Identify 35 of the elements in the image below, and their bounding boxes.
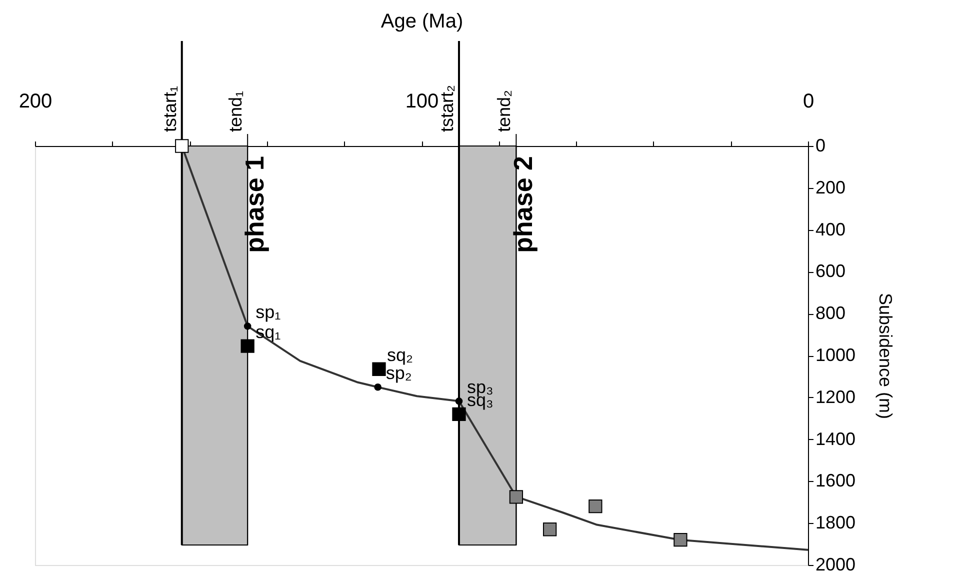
point (244, 322, 252, 330)
y-tick-label: 600 (816, 261, 846, 282)
y-tick-label: 1200 (816, 386, 856, 407)
ref-line-label: tstart₁ (160, 86, 180, 132)
annotation: sp₃ (466, 377, 494, 398)
point (175, 139, 189, 153)
y-tick-label: 200 (816, 177, 846, 198)
annotation: sp₁ (256, 302, 281, 322)
x-axis-title: Age (Ma) (380, 10, 464, 32)
ref-line-label: tend₁ (226, 90, 246, 132)
y-tick-label: 400 (816, 219, 846, 240)
y-tick-label: 1800 (816, 512, 856, 533)
point (542, 522, 557, 536)
y-tick-label: 1000 (816, 345, 856, 365)
y-axis-title: Subsidence (m) (876, 292, 896, 420)
point (455, 398, 463, 405)
point (372, 362, 386, 376)
point (240, 339, 254, 353)
y-tick-label: 0 (816, 136, 826, 156)
point (674, 533, 688, 547)
y-tick-label: 800 (816, 303, 846, 324)
point (374, 383, 382, 391)
ref-line-label: tstart₂ (436, 84, 457, 132)
y-tick-label: 2000 (816, 554, 856, 574)
x-tick-label: 200 (18, 90, 52, 112)
band-label: phase 2 (508, 156, 538, 253)
y-tick-label: 1400 (816, 428, 856, 449)
x-tick-label: 100 (405, 90, 439, 112)
y-tick-label: 1600 (816, 470, 856, 491)
annotation: sq₂ (386, 345, 413, 366)
ref-line-label: tend₂ (494, 90, 514, 132)
annotation: sq₁ (256, 322, 281, 342)
point (509, 490, 524, 504)
point (588, 500, 602, 514)
point (452, 407, 466, 421)
